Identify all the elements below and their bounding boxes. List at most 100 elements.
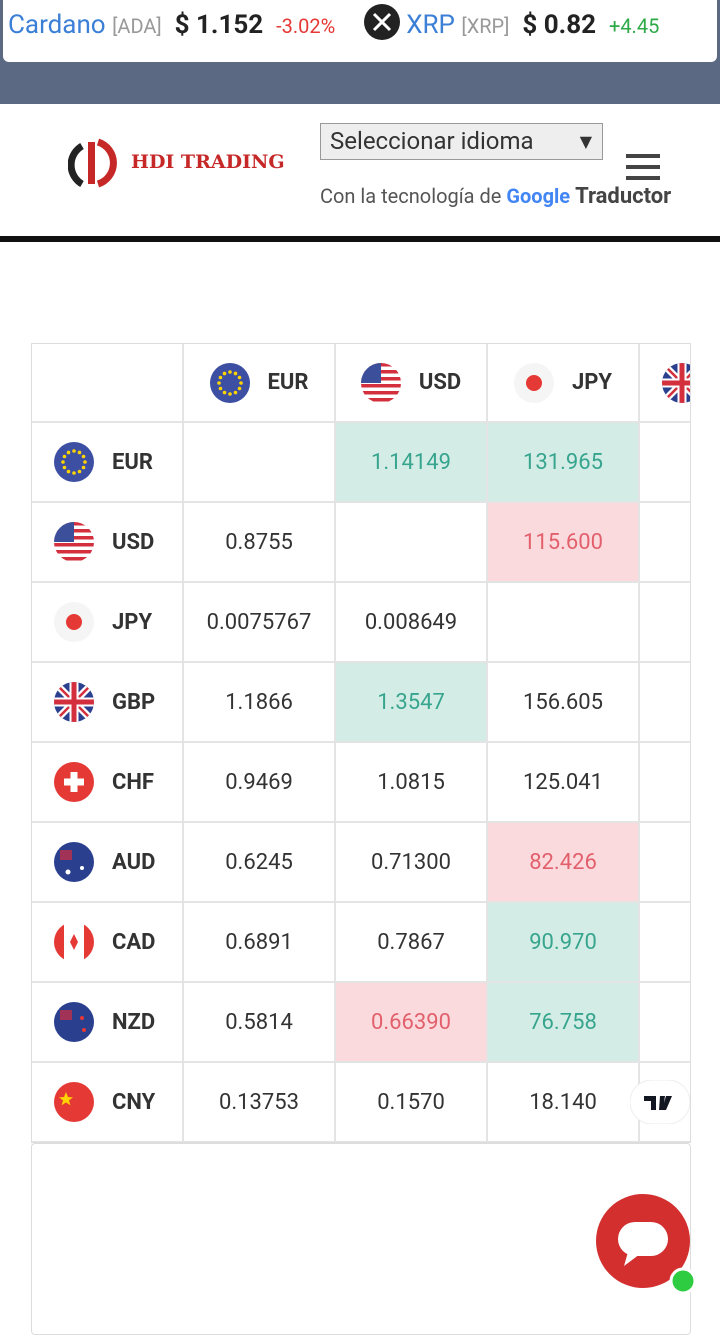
rate-value: 0.66390 (371, 1009, 451, 1035)
rate-value: 0.71300 (371, 849, 451, 875)
logo-mark (67, 138, 117, 188)
currency-code: AUD (112, 849, 156, 875)
currency-code: USD (418, 370, 462, 395)
ticker-item[interactable]: Cardano [ADA] $ 1.152 -3.02% (3, 10, 342, 40)
flag (54, 1082, 94, 1122)
rate-value: 82.426 (529, 849, 597, 875)
rate-cell (640, 823, 690, 903)
currency-code: CAD (112, 929, 156, 955)
rate-value: 1.1866 (225, 689, 293, 715)
rate-cell: 115.600 (488, 503, 640, 583)
rate-cell: 0.1570 (336, 1063, 488, 1142)
rate-cell: 0.5814 (184, 983, 336, 1063)
ticker-symbol: [XRP] (461, 14, 510, 38)
currency-code: JPY (571, 370, 613, 395)
ticker-bar: Cardano [ADA] $ 1.152 -3.02% XRP [XRP] $… (0, 0, 720, 104)
widget-box (31, 1143, 691, 1335)
rate-cell: 0.6891 (184, 903, 336, 983)
language-select[interactable]: Seleccionar idioma ▼ (320, 123, 603, 160)
ticker-change: +4.45 (608, 14, 660, 38)
rate-value: 0.008649 (364, 609, 458, 635)
rate-value: 0.0075767 (206, 609, 312, 635)
rate-cell (640, 503, 690, 583)
rate-value: 76.758 (529, 1009, 597, 1035)
currency-code: CHF (112, 769, 155, 795)
column-header: EUR (184, 344, 336, 423)
flag (662, 362, 690, 403)
rate-cell: 125.041 (488, 743, 640, 823)
rate-value: 0.1570 (377, 1089, 445, 1115)
flag (54, 922, 94, 962)
rate-cell: 0.66390 (336, 983, 488, 1063)
menu-icon[interactable] (626, 154, 662, 184)
column-header (640, 344, 690, 423)
google-text: Google (506, 184, 571, 208)
row-header: NZD (32, 983, 184, 1063)
flag (54, 522, 94, 562)
rate-value: 115.600 (523, 529, 603, 555)
tradingview-logo[interactable] (630, 1080, 690, 1124)
rate-value: 0.6245 (225, 849, 293, 875)
rate-cell (488, 583, 640, 663)
rate-cell: 0.008649 (336, 583, 488, 663)
ticker-change: -3.02% (276, 14, 336, 38)
flag (54, 602, 94, 642)
rate-cell: 90.970 (488, 903, 640, 983)
rate-cell: 1.14149 (336, 423, 488, 503)
rate-cell: 0.7867 (336, 903, 488, 983)
column-header: USD (336, 344, 488, 423)
currency-code: JPY (112, 609, 153, 635)
rate-cell: 1.0815 (336, 743, 488, 823)
rate-value: 18.140 (529, 1089, 597, 1115)
rate-cell (336, 503, 488, 583)
flag (54, 1002, 94, 1042)
row-header: CAD (32, 903, 184, 983)
row-header: CHF (32, 743, 184, 823)
rate-value: 1.14149 (371, 449, 451, 475)
rate-cell (640, 983, 690, 1063)
rate-cell (640, 423, 690, 503)
row-header: GBP (32, 663, 184, 743)
rate-cell: 1.3547 (336, 663, 488, 743)
rate-value: 90.970 (529, 929, 597, 955)
flag (360, 362, 401, 403)
rate-value: 1.0815 (377, 769, 445, 795)
corner-cell (32, 344, 184, 423)
translator-link[interactable]: Traductor (575, 184, 672, 209)
rate-cell: 0.13753 (184, 1063, 336, 1142)
currency-code: NZD (112, 1009, 156, 1035)
rate-value: 156.605 (523, 689, 603, 715)
rate-cell: 0.8755 (184, 503, 336, 583)
row-header: EUR (32, 423, 184, 503)
currency-code: CNY (112, 1089, 156, 1115)
currency-code: USD (112, 529, 155, 555)
rate-value: 0.13753 (219, 1089, 299, 1115)
row-header: AUD (32, 823, 184, 903)
rate-value: 0.5814 (225, 1009, 293, 1035)
chat-button[interactable] (594, 1192, 698, 1296)
rate-cell: 76.758 (488, 983, 640, 1063)
rate-value: 0.7867 (377, 929, 445, 955)
rate-cell: 156.605 (488, 663, 640, 743)
logo[interactable] (67, 136, 126, 194)
rate-value: 0.9469 (225, 769, 293, 795)
header-divider (0, 236, 720, 242)
select-text: Seleccionar idioma (330, 127, 534, 155)
rate-value: 0.6891 (225, 929, 293, 955)
rate-cell (640, 663, 690, 743)
currency-code: EUR (267, 370, 309, 395)
rate-cell (184, 423, 336, 503)
ticker-name: XRP (406, 10, 455, 40)
ticker-item[interactable]: XRP [XRP] $ 0.82 +4.45 (342, 4, 660, 40)
rate-value: 0.8755 (225, 529, 293, 555)
ticker-name: Cardano (8, 10, 106, 40)
rate-cell: 1.1866 (184, 663, 336, 743)
row-header: JPY (32, 583, 184, 663)
rate-cell: 0.71300 (336, 823, 488, 903)
powered-by: Con la tecnología de Google Traductor (320, 184, 671, 209)
rate-cell (640, 903, 690, 983)
flag (54, 762, 94, 802)
powered-text: Con la tecnología de (320, 184, 502, 208)
currency-table: EUR USD JPY EUR 1.14149 131.965 USD 0.8755 115.6… (31, 343, 691, 1143)
